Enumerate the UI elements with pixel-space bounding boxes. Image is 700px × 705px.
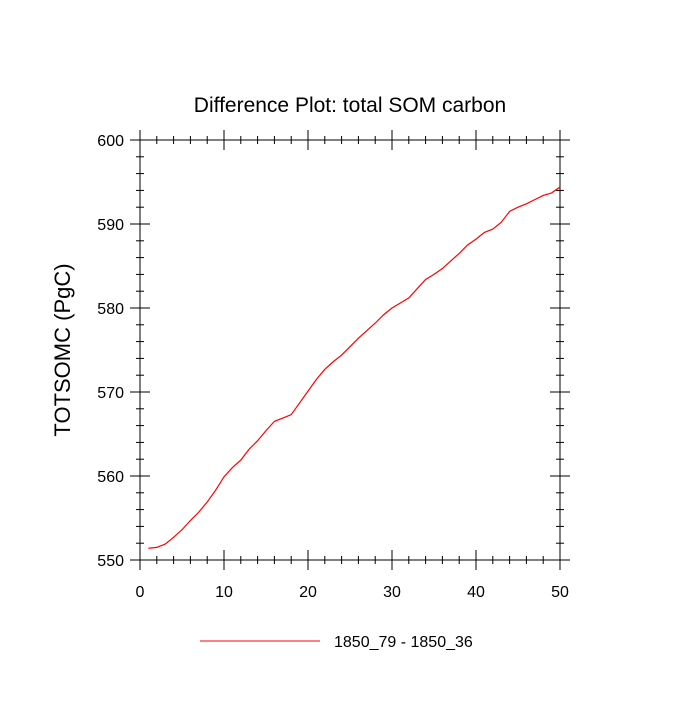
plot-frame — [139, 139, 561, 561]
y-tick-label: 550 — [97, 553, 124, 570]
series-line — [148, 186, 561, 549]
axis-ticks — [130, 130, 570, 570]
plot-border — [139, 139, 561, 561]
chart-title: Difference Plot: total SOM carbon — [194, 94, 506, 117]
x-tick-label: 40 — [467, 584, 485, 601]
x-tick-label: 50 — [551, 584, 569, 601]
tick-labels: 0 10 20 30 40 50 550 560 570 580 590 600 — [97, 133, 569, 601]
y-tick-label: 580 — [97, 301, 124, 318]
x-tick-label: 20 — [299, 584, 317, 601]
y-axis-label: TOTSOMC (PgC) — [50, 263, 75, 436]
series-layer — [148, 186, 561, 549]
y-tick-label: 590 — [97, 217, 124, 234]
x-tick-label: 30 — [383, 584, 401, 601]
y-tick-label: 570 — [97, 385, 124, 402]
x-tick-label: 0 — [136, 584, 145, 601]
x-tick-label: 10 — [215, 584, 233, 601]
legend-label: 1850_79 - 1850_36 — [334, 634, 473, 651]
y-tick-label: 560 — [97, 469, 124, 486]
legend: 1850_79 - 1850_36 — [200, 634, 473, 651]
y-tick-label: 600 — [97, 133, 124, 150]
